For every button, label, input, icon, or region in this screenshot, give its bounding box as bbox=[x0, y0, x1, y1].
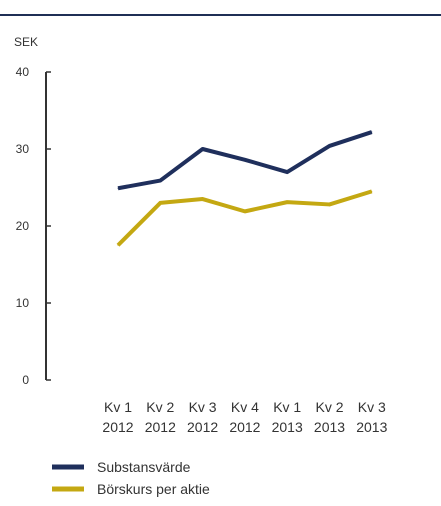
x-tick-label: Kv 4 bbox=[231, 399, 259, 415]
x-tick-label: Kv 1 bbox=[104, 399, 132, 415]
data-point bbox=[329, 203, 330, 205]
x-tick-label-year: 2012 bbox=[145, 419, 176, 435]
data-point bbox=[286, 171, 288, 173]
x-tick-label-year: 2013 bbox=[356, 419, 387, 435]
tick-labels: 0 10 20 30 40 Kv 1 2012 Kv 2 2012 Kv 3 2012 Kv 4 201… bbox=[16, 65, 388, 435]
x-tick-label-year: 2013 bbox=[314, 419, 345, 435]
x-tick-label-year: 2012 bbox=[229, 419, 260, 435]
x-tick-label: Kv 2 bbox=[146, 399, 174, 415]
data-point bbox=[202, 148, 204, 150]
data-point bbox=[371, 131, 373, 133]
y-tick-label: 10 bbox=[16, 296, 30, 310]
legend-label: Substansvärde bbox=[97, 459, 191, 475]
x-tick-label-year: 2012 bbox=[102, 419, 133, 435]
x-tick-label-year: 2012 bbox=[187, 419, 218, 435]
data-point bbox=[159, 202, 161, 204]
data-point bbox=[117, 187, 119, 189]
x-tick-label: Kv 2 bbox=[315, 399, 343, 415]
x-tick-label-year: 2013 bbox=[272, 419, 303, 435]
y-axis-label: SEK bbox=[14, 35, 38, 49]
axes bbox=[45, 71, 51, 381]
y-tick-label: 40 bbox=[16, 65, 30, 79]
series-lines bbox=[116, 130, 373, 247]
data-point bbox=[202, 198, 204, 200]
data-point bbox=[286, 201, 288, 203]
y-tick-label: 30 bbox=[16, 142, 30, 156]
data-point bbox=[244, 159, 246, 161]
y-tick-label: 20 bbox=[16, 219, 30, 233]
data-point bbox=[159, 180, 161, 182]
data-point bbox=[117, 244, 119, 246]
top-rule bbox=[0, 14, 441, 16]
x-tick-label: Kv 3 bbox=[189, 399, 217, 415]
legend: Substansvärde Börskurs per aktie bbox=[52, 459, 210, 497]
legend-label: Börskurs per aktie bbox=[97, 481, 210, 497]
x-tick-label: Kv 1 bbox=[273, 399, 301, 415]
data-point bbox=[329, 145, 330, 147]
y-tick-label: 0 bbox=[22, 373, 29, 387]
data-point bbox=[371, 190, 373, 192]
x-tick-label: Kv 3 bbox=[358, 399, 386, 415]
series-line-2 bbox=[116, 189, 373, 247]
data-point bbox=[244, 210, 246, 212]
